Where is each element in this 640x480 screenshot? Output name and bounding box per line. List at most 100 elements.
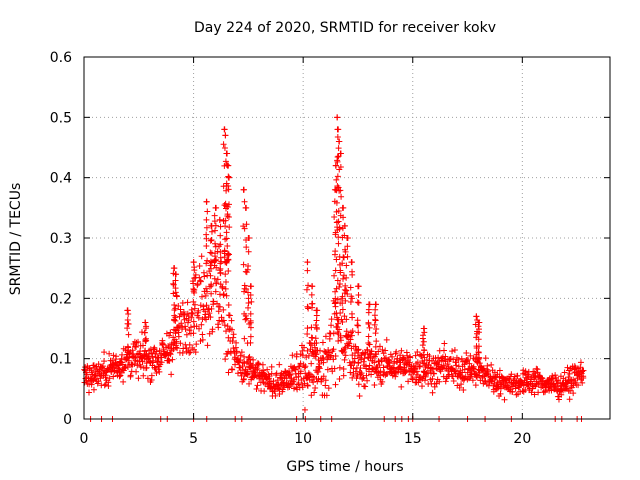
data-point: [203, 216, 210, 223]
data-point: [230, 345, 237, 352]
data-point: [334, 277, 341, 284]
data-point: [320, 355, 327, 362]
x-axis-label: GPS time / hours: [286, 459, 403, 475]
data-point: [260, 367, 267, 374]
data-point: [204, 288, 211, 295]
data-point: [175, 333, 182, 340]
data-point: [203, 242, 210, 249]
data-point: [125, 321, 132, 328]
data-point: [348, 362, 355, 369]
data-point: [308, 392, 315, 399]
data-point: [222, 223, 229, 230]
data-point: [196, 263, 203, 270]
data-point: [364, 377, 371, 384]
data-point: [106, 350, 113, 357]
data-point: [497, 390, 504, 397]
data-point: [233, 339, 240, 346]
data-point: [368, 371, 375, 378]
data-point: [456, 384, 463, 391]
data-point: [303, 354, 310, 361]
data-point: [202, 311, 209, 318]
data-point: [220, 141, 227, 148]
data-point: [244, 289, 251, 296]
data-point: [311, 389, 318, 396]
data-point: [342, 352, 349, 359]
data-point: [312, 350, 319, 357]
data-point: [217, 232, 224, 239]
data-point: [223, 235, 230, 242]
data-point: [310, 379, 317, 386]
data-point: [335, 145, 342, 152]
data-point: [173, 293, 180, 300]
data-point: [383, 336, 390, 343]
data-point: [275, 385, 282, 392]
data-point: [337, 309, 344, 316]
data-point: [211, 212, 218, 219]
data-point: [335, 240, 342, 247]
data-point: [225, 186, 232, 193]
data-point: [217, 269, 224, 276]
data-point: [460, 387, 467, 394]
data-point: [180, 309, 187, 316]
data-point: [207, 237, 214, 244]
data-point: [580, 367, 587, 374]
data-point: [354, 299, 361, 306]
data-point: [348, 332, 355, 339]
data-point: [208, 236, 215, 243]
data-point: [124, 349, 131, 356]
data-point: [259, 361, 266, 368]
data-point: [580, 374, 587, 381]
data-point: [312, 321, 319, 328]
data-point: [564, 379, 571, 386]
data-point: [372, 330, 379, 337]
data-point: [279, 379, 286, 386]
data-point: [207, 265, 214, 272]
data-point: [213, 264, 220, 271]
data-point: [243, 286, 250, 293]
data-point: [558, 391, 565, 398]
data-point: [312, 384, 319, 391]
data-point: [191, 301, 198, 308]
data-point: [209, 326, 216, 333]
data-point: [320, 373, 327, 380]
data-point: [158, 359, 165, 366]
data-point: [305, 305, 312, 312]
data-point: [455, 356, 462, 363]
data-point: [304, 267, 311, 274]
data-point: [191, 267, 198, 274]
data-point: [355, 381, 362, 388]
data-point: [237, 352, 244, 359]
data-point: [223, 292, 230, 299]
data-point: [334, 154, 341, 161]
data-point: [222, 356, 229, 363]
data-point: [248, 298, 255, 305]
data-point: [211, 218, 218, 225]
data-point: [212, 243, 219, 250]
data-point: [224, 204, 231, 211]
data-point: [199, 293, 206, 300]
data-point: [243, 244, 250, 251]
data-point: [142, 325, 149, 332]
data-point: [88, 381, 95, 388]
data-point: [276, 361, 283, 368]
data-point: [199, 336, 206, 343]
data-point: [135, 338, 142, 345]
data-point: [409, 375, 416, 382]
data-point: [302, 363, 309, 370]
data-point: [261, 388, 268, 395]
data-point: [308, 291, 315, 298]
data-point: [308, 360, 315, 367]
data-point: [335, 316, 342, 323]
data-point: [221, 126, 228, 133]
data-point: [336, 375, 343, 382]
data-point: [240, 261, 247, 268]
data-point: [207, 272, 214, 279]
data-point: [216, 216, 223, 223]
data-point: [308, 350, 315, 357]
data-point: [328, 316, 335, 323]
data-point: [171, 306, 178, 313]
data-point: [229, 366, 236, 373]
data-point: [334, 173, 341, 180]
data-point: [331, 198, 338, 205]
data-point: [308, 283, 315, 290]
